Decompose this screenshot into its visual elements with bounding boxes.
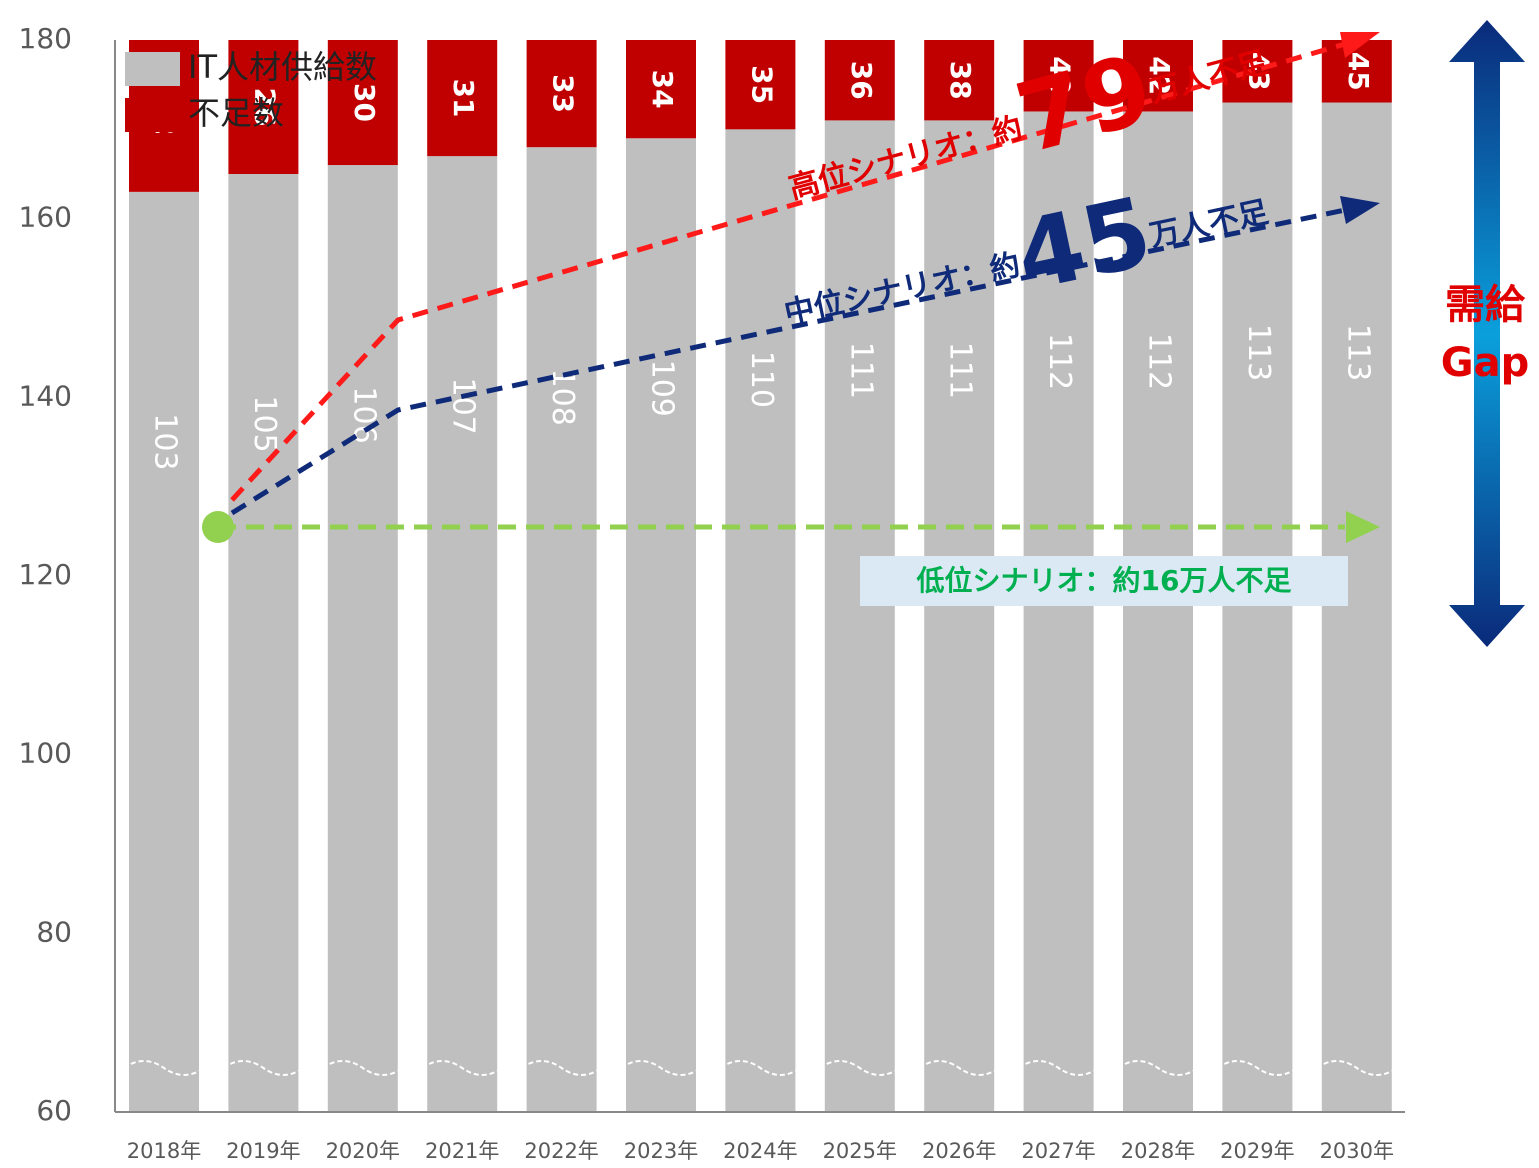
y-tick-label: 80 bbox=[36, 915, 72, 948]
bar-segment bbox=[1123, 111, 1193, 1112]
x-tick-label: 2026年 bbox=[922, 1139, 996, 1163]
x-tick-label: 2029年 bbox=[1220, 1139, 1294, 1163]
gap-text: 需給 bbox=[1445, 282, 1526, 328]
axis-break bbox=[1216, 1060, 1298, 1076]
y-tick-label: 160 bbox=[19, 201, 72, 234]
value-label: 111 bbox=[943, 342, 978, 399]
bar-segment bbox=[824, 40, 895, 121]
axis-break bbox=[1316, 1060, 1398, 1076]
y-tick-label: 140 bbox=[19, 379, 72, 412]
legend-label: 不足数 bbox=[188, 94, 284, 132]
value-label: 33 bbox=[547, 74, 580, 113]
bar-segment bbox=[924, 40, 995, 121]
bar-segment bbox=[228, 174, 299, 1112]
high-arrow bbox=[1340, 32, 1380, 58]
value-label: 38 bbox=[944, 61, 977, 100]
value-label: 112 bbox=[1042, 333, 1077, 390]
bar-segment bbox=[327, 165, 398, 1113]
x-tick-label: 2020年 bbox=[326, 1139, 400, 1163]
value-label: 106 bbox=[346, 386, 381, 443]
axis-break bbox=[123, 1060, 205, 1076]
value-label: 103 bbox=[148, 413, 183, 470]
bar-segment bbox=[725, 129, 796, 1113]
axis-break bbox=[222, 1060, 304, 1076]
y-tick-label: 100 bbox=[19, 737, 72, 770]
bar-segment bbox=[824, 120, 895, 1112]
mid-line bbox=[230, 207, 1346, 516]
axis-break bbox=[719, 1060, 801, 1076]
bar-segment bbox=[526, 40, 597, 148]
legend-swatch bbox=[125, 52, 180, 86]
x-tick-label: 2024年 bbox=[723, 1139, 797, 1163]
axis-break bbox=[421, 1060, 503, 1076]
value-label: 112 bbox=[1142, 333, 1177, 390]
value-label: 42 bbox=[1143, 56, 1176, 95]
bar-segment bbox=[327, 40, 398, 166]
legend-label: IT人材供給数 bbox=[188, 48, 377, 86]
bar-segment bbox=[1222, 40, 1293, 103]
value-label: 111 bbox=[843, 342, 878, 399]
bar-segment bbox=[427, 156, 498, 1113]
bar-segment bbox=[1023, 40, 1094, 112]
value-label: 40 bbox=[1044, 56, 1077, 95]
x-tick-label: 2018年 bbox=[127, 1139, 201, 1163]
y-tick-label: 120 bbox=[19, 558, 72, 591]
bar-segment bbox=[228, 40, 299, 174]
x-tick-label: 2023年 bbox=[624, 1139, 698, 1163]
bar-segment bbox=[1123, 40, 1193, 112]
bar-segment bbox=[1222, 102, 1293, 1113]
x-tick-label: 2030年 bbox=[1320, 1139, 1394, 1163]
axis-break bbox=[521, 1060, 603, 1076]
bar-segment bbox=[427, 40, 498, 157]
value-label: 31 bbox=[447, 79, 480, 118]
x-tick-label: 2027年 bbox=[1021, 1139, 1095, 1163]
start-dot bbox=[202, 511, 234, 543]
value-label: 30 bbox=[348, 83, 381, 122]
x-tick-label: 2021年 bbox=[425, 1139, 499, 1163]
high-line bbox=[230, 41, 1346, 502]
bar-segment bbox=[526, 147, 597, 1112]
bar-segment bbox=[1023, 111, 1094, 1112]
axis-break bbox=[620, 1060, 702, 1076]
value-label: 35 bbox=[745, 65, 778, 104]
value-label: 109 bbox=[645, 360, 680, 417]
legend-swatch bbox=[125, 98, 180, 132]
low-arrow bbox=[1346, 511, 1380, 543]
mid-arrow bbox=[1340, 196, 1380, 224]
axis-break bbox=[918, 1060, 1000, 1076]
y-tick-label: 180 bbox=[19, 22, 72, 55]
low-text: 低位シナリオ：約16万人不足 bbox=[916, 564, 1292, 597]
mid-number: 45 bbox=[1007, 176, 1161, 313]
value-label: 26 bbox=[248, 88, 281, 127]
gap-arrow bbox=[1449, 20, 1525, 647]
axis-break bbox=[819, 1060, 901, 1076]
bar-segment bbox=[626, 40, 696, 139]
bar-segment bbox=[725, 40, 796, 130]
x-tick-label: 2028年 bbox=[1121, 1139, 1195, 1163]
value-label: 110 bbox=[744, 351, 779, 408]
axis-break bbox=[322, 1060, 404, 1076]
x-tick-label: 2022年 bbox=[524, 1139, 598, 1163]
low-box bbox=[860, 556, 1348, 606]
bar-segment bbox=[129, 191, 199, 1112]
plot: 60801001201401601802018年103222019年105262… bbox=[19, 22, 1398, 1163]
value-label: 107 bbox=[446, 378, 481, 435]
x-tick-label: 2019年 bbox=[226, 1139, 300, 1163]
value-label: 113 bbox=[1340, 324, 1375, 381]
value-label: 34 bbox=[646, 70, 679, 109]
bar-segment bbox=[1321, 102, 1392, 1113]
value-label: 105 bbox=[247, 395, 282, 452]
axis-break bbox=[1018, 1060, 1100, 1076]
value-label: 45 bbox=[1342, 52, 1375, 91]
x-tick-label: 2025年 bbox=[823, 1139, 897, 1163]
value-label: 36 bbox=[845, 61, 878, 100]
value-label: 113 bbox=[1241, 324, 1276, 381]
axis-break bbox=[1117, 1060, 1199, 1076]
bar-segment bbox=[626, 138, 696, 1112]
gap-text: Gap bbox=[1441, 340, 1529, 386]
y-tick-label: 60 bbox=[36, 1094, 72, 1127]
bar-segment bbox=[1321, 40, 1392, 103]
